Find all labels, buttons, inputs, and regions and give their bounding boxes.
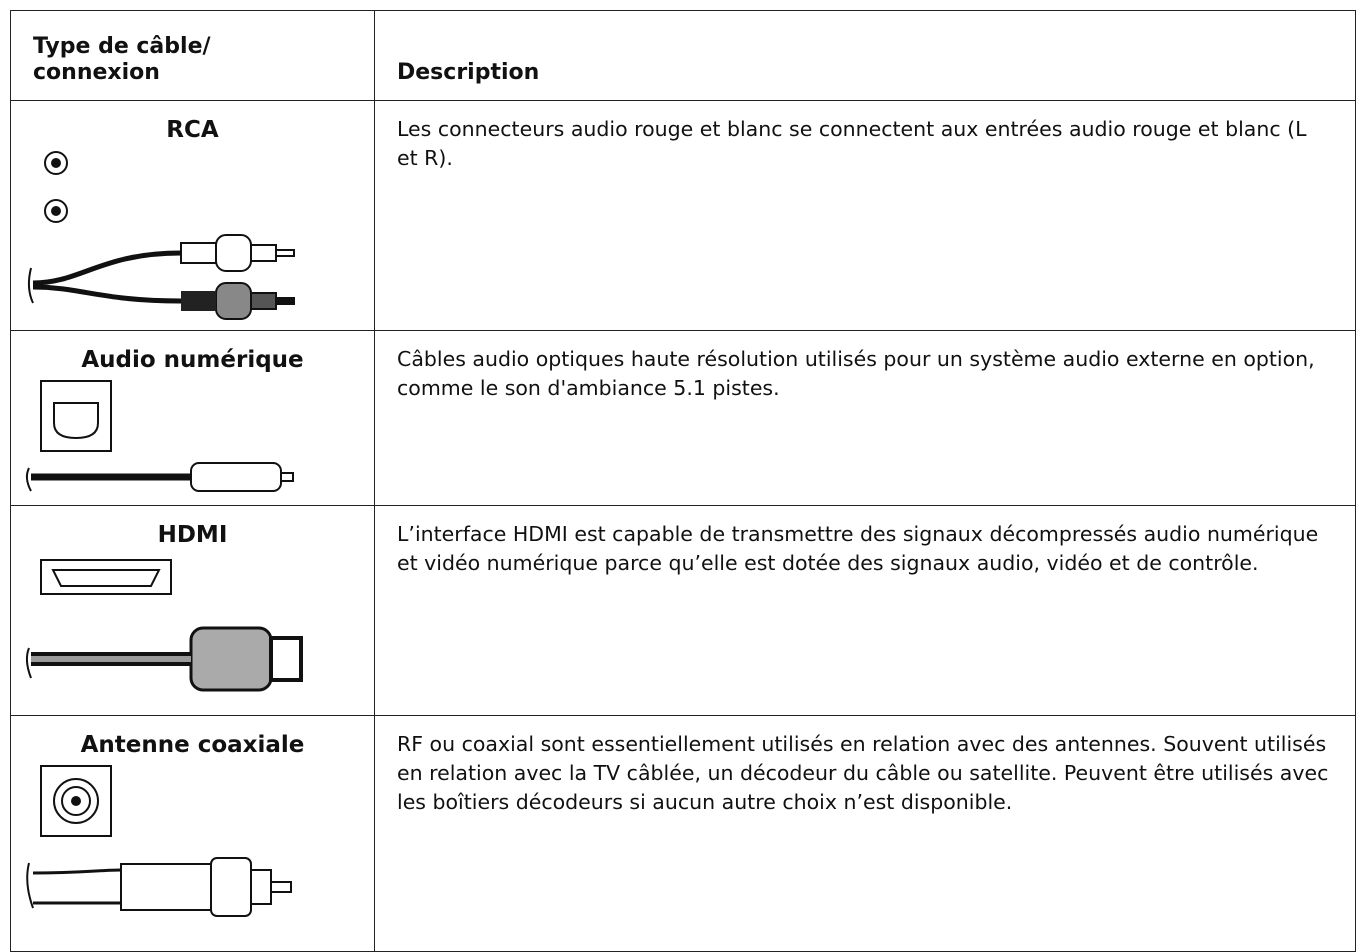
optical-icon — [25, 380, 294, 492]
type-cell: Antenne coaxiale — [10, 715, 375, 952]
description: Les connecteurs audio rouge et blanc se … — [374, 100, 1356, 331]
type-cell: RCA — [10, 100, 375, 331]
header-cell: Description — [374, 10, 1356, 101]
header-text: Description — [397, 60, 540, 85]
type-name: Audio numérique — [81, 347, 304, 373]
hdmi-icon — [25, 559, 303, 692]
description: L’interface HDMI est capable de transmet… — [374, 505, 1356, 716]
header-text: connexion — [33, 60, 160, 85]
description: Câbles audio optiques haute résolution u… — [374, 330, 1356, 506]
type-name: HDMI — [157, 522, 228, 548]
row: Antenne coaxiale RF ou coaxial sont esse… — [10, 715, 1356, 952]
description: RF ou coaxial sont essentiellement utili… — [374, 715, 1356, 952]
type-name: RCA — [166, 117, 219, 143]
row: Audio numérique Câbles audio optiques ha… — [10, 330, 1356, 506]
type-cell: HDMI — [10, 505, 375, 716]
connection-table: Type de câble/connexion Description RCA … — [10, 10, 1356, 952]
coax-icon — [26, 765, 292, 917]
row: RCA Les connecteurs audio rouge et blanc… — [10, 100, 1356, 331]
rca-icon — [27, 151, 295, 320]
type-name: Antenne coaxiale — [80, 732, 305, 758]
header-cell: Type de câble/connexion — [10, 10, 375, 101]
header-row: Type de câble/connexion Description — [10, 10, 1356, 101]
type-cell: Audio numérique — [10, 330, 375, 506]
header-text: Type de câble/ — [33, 34, 211, 59]
row: HDMI L’interface HDMI est capable de tra… — [10, 505, 1356, 716]
